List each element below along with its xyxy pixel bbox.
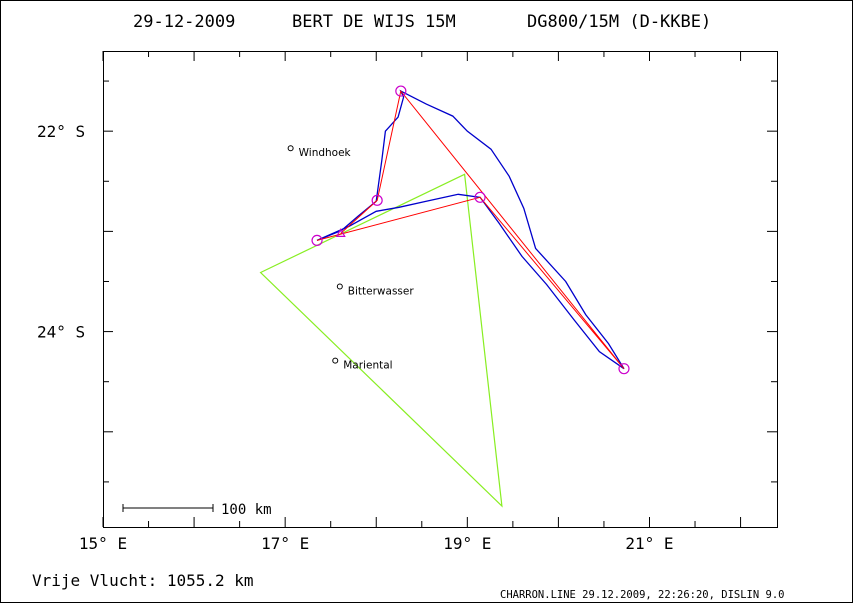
x-tick-label: 19° E: [443, 534, 491, 553]
town-label: Mariental: [343, 360, 392, 372]
town: Mariental: [332, 357, 393, 372]
town-marker-icon: [332, 357, 339, 364]
scale-bar: 100 km: [122, 502, 272, 518]
turnpoint-circle-icon: [311, 234, 323, 246]
flight-track: [316, 89, 625, 370]
turnpoint-circle-icon: [618, 363, 630, 375]
credit-line: CHARRON.LINE 29.12.2009, 22:26:20, DISLI…: [500, 589, 784, 601]
town-label: Bitterwasser: [348, 285, 415, 297]
turnpoint-circle-icon: [395, 85, 407, 97]
town-marker-icon: [336, 283, 343, 290]
triangle-course: [259, 173, 503, 508]
town: Windhoek: [287, 145, 352, 159]
free-flight-distance: Vrije Vlucht: 1055.2 km: [32, 571, 254, 590]
axis-ticks: [102, 51, 777, 527]
plot-frame: [103, 51, 778, 528]
y-axis-labels: 22° S 24° S: [37, 122, 85, 341]
title-date: 29-12-2009: [133, 12, 235, 32]
title-pilot: BERT DE WIJS 15M: [292, 12, 456, 32]
town: Bitterwasser: [336, 283, 415, 297]
x-tick-label: 17° E: [261, 534, 309, 553]
y-tick-label: 24° S: [37, 323, 85, 342]
x-tick-label: 15° E: [79, 534, 127, 553]
turnpoint-markers: [311, 85, 630, 375]
towns: Windhoek Bitterwasser Mariental: [287, 145, 415, 372]
scale-bar-label: 100 km: [221, 502, 272, 518]
town-label: Windhoek: [299, 147, 352, 159]
turnpoint-circle-icon: [371, 194, 383, 206]
start-triangle-icon: [335, 228, 346, 237]
task-route: [316, 89, 625, 370]
x-tick-label: 21° E: [625, 534, 673, 553]
turnpoint-circle-icon: [474, 191, 486, 203]
title-glider: DG800/15M (D-KKBE): [527, 12, 711, 32]
town-marker-icon: [287, 145, 294, 152]
x-axis-labels: 15° E 17° E 19° E 21° E: [79, 534, 674, 553]
y-tick-label: 22° S: [37, 122, 85, 141]
